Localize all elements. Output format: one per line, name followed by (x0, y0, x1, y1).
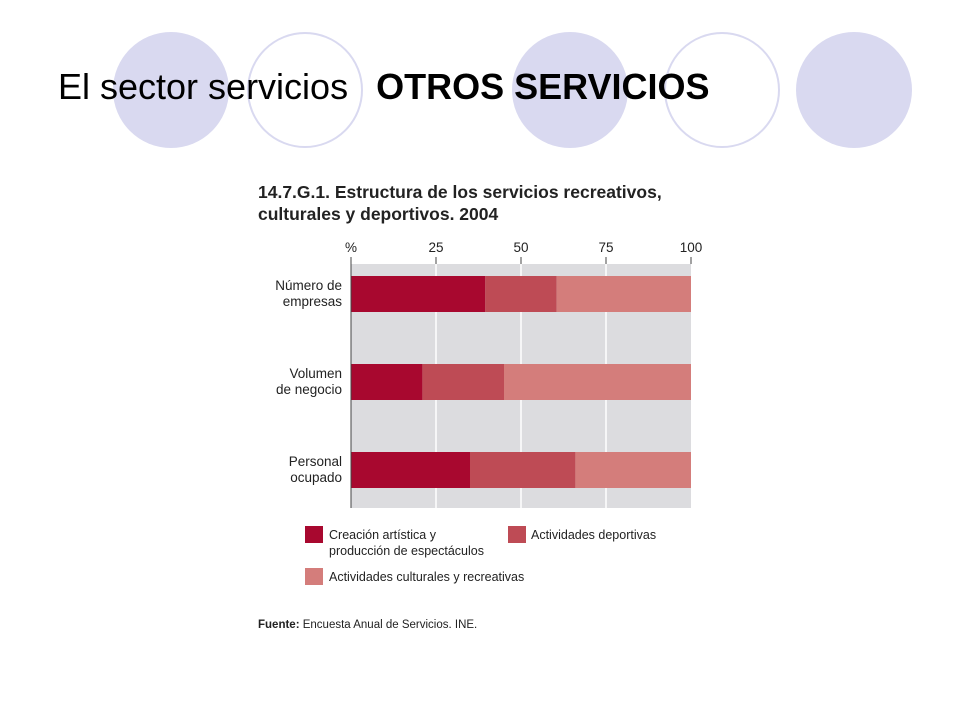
slide-title: El sector servicios OTROS SERVICIOS (58, 66, 709, 108)
chart-source-text: Encuesta Anual de Servicios. INE. (302, 619, 478, 631)
chart-source-label: Fuente: (258, 619, 300, 631)
bar-1-series-2 (485, 276, 557, 312)
chart-source: Fuente: Encuesta Anual de Servicios. INE… (258, 619, 477, 631)
slide-title-main: El sector servicios (58, 66, 349, 107)
y-category-label-2-line-2: de negocio (276, 382, 342, 397)
bar-2-series-2 (422, 364, 504, 400)
chart-title: 14.7.G.1. Estructura de los servicios re… (258, 181, 718, 225)
bar-3-series-2 (470, 452, 576, 488)
legend-label-deportivas: Actividades deportivas (531, 527, 656, 543)
bar-2-series-3 (504, 364, 691, 400)
x-tick-label-75: 75 (598, 240, 613, 255)
x-axis-unit-label: % (345, 240, 357, 255)
legend-label-creacion-line-1: Creación artística y (329, 528, 436, 542)
chart-title-line-2: culturales y deportivos. 2004 (258, 204, 499, 224)
bar-1-series-1 (351, 276, 486, 312)
legend-label-creacion: Creación artística y producción de espec… (329, 527, 484, 559)
chart-title-line-1: 14.7.G.1. Estructura de los servicios re… (258, 182, 662, 202)
y-category-label-1-line-2: empresas (283, 294, 343, 309)
bar-3-series-3 (575, 452, 691, 488)
decor-circle-1 (113, 32, 229, 148)
legend-label-culturales: Actividades culturales y recreativas (329, 569, 524, 585)
legend-swatch-creacion (305, 526, 323, 543)
decor-ring-2 (664, 32, 780, 148)
y-category-label-3-line-2: ocupado (290, 470, 342, 485)
slide-subtitle: OTROS SERVICIOS (376, 66, 710, 107)
y-category-label-2-line-1: Volumen (289, 366, 342, 381)
legend-label-creacion-line-2: producción de espectáculos (329, 544, 484, 558)
x-tick-label-100: 100 (680, 240, 703, 255)
y-category-label-1-line-1: Número de (275, 278, 342, 293)
decor-circle-2 (512, 32, 628, 148)
bar-3-series-1 (351, 452, 470, 488)
y-category-label-3-line-1: Personal (289, 454, 342, 469)
bar-1-series-3 (556, 276, 691, 312)
legend-label-culturales-line-1: Actividades culturales y recreativas (329, 570, 525, 584)
legend-swatch-deportivas (508, 526, 526, 543)
bar-2-series-1 (351, 364, 423, 400)
decor-ring-1 (247, 32, 363, 148)
x-tick-label-50: 50 (513, 240, 528, 255)
decor-circle-3 (796, 32, 912, 148)
x-tick-label-25: 25 (428, 240, 443, 255)
legend-swatch-culturales (305, 568, 323, 585)
legend-label-deportivas-line-1: Actividades deportivas (531, 528, 657, 542)
